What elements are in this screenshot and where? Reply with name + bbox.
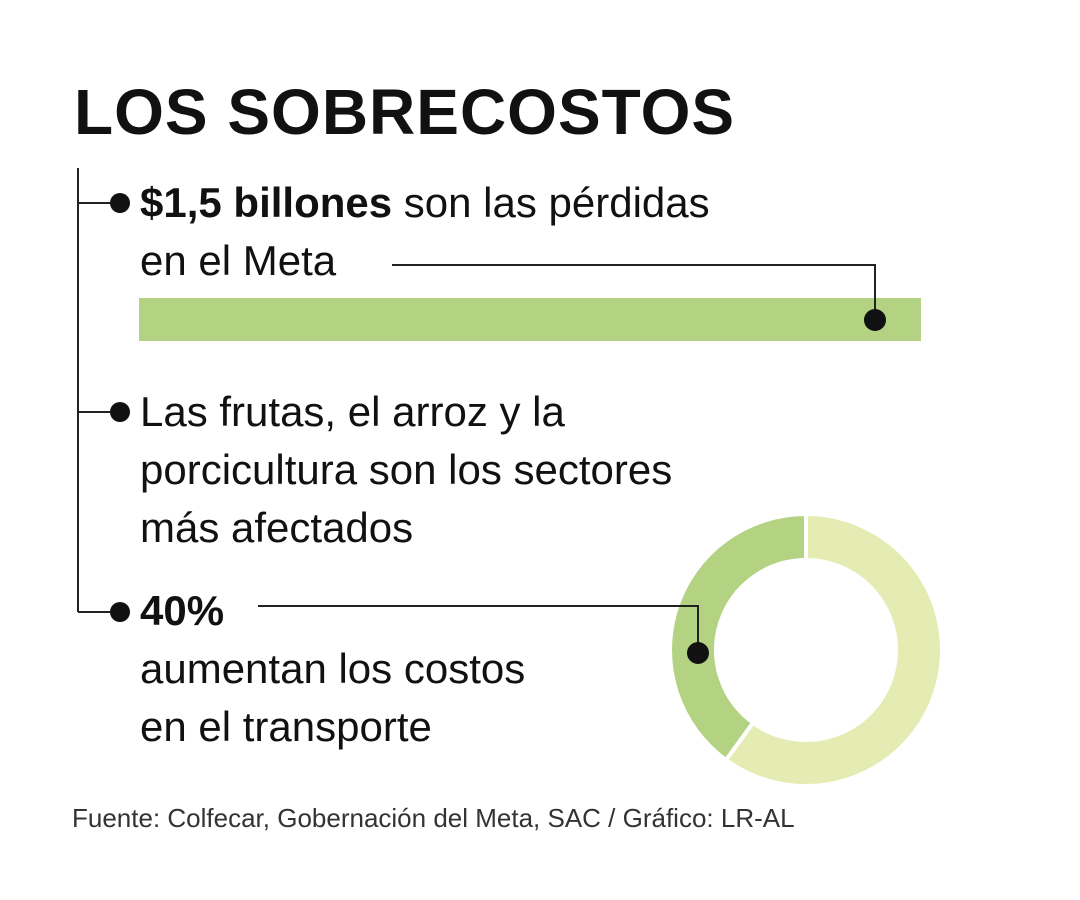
bar-callout-line bbox=[392, 264, 876, 320]
stat-item-losses: $1,5 billones son las pérdidas en el Met… bbox=[140, 174, 710, 290]
bullet-dot-1 bbox=[110, 193, 130, 213]
stat-item-transport: 40% aumentan los costos en el transporte bbox=[140, 582, 525, 756]
stat-text-losses: son las pérdidas bbox=[392, 179, 710, 226]
stat-highlight-transport: 40% bbox=[140, 582, 525, 640]
sectors-line-1: Las frutas, el arroz y la bbox=[140, 388, 565, 435]
sectors-line-2: porcicultura son los sectores bbox=[140, 446, 673, 493]
donut-callout-dot bbox=[687, 642, 709, 664]
stat-item-sectors: Las frutas, el arroz y la porcicultura s… bbox=[140, 383, 672, 557]
sectors-line-3: más afectados bbox=[140, 504, 414, 551]
donut-slice-transport bbox=[668, 511, 808, 763]
donut-chart bbox=[668, 511, 944, 788]
page-title: LOS SOBRECOSTOS bbox=[74, 76, 736, 148]
stat-line-1: $1,5 billones son las pérdidas bbox=[140, 174, 710, 232]
bullet-dot-2 bbox=[110, 402, 130, 422]
stat-line-2: en el Meta bbox=[140, 237, 337, 284]
transport-line-3: en el transporte bbox=[140, 703, 432, 750]
donut-callout-line bbox=[258, 605, 699, 653]
transport-line-2: aumentan los costos bbox=[140, 645, 526, 692]
stat-highlight-losses: $1,5 billones bbox=[140, 179, 393, 226]
bullet-dot-3 bbox=[110, 602, 130, 622]
source-note: Fuente: Colfecar, Gobernación del Meta, … bbox=[72, 803, 795, 833]
bar-callout-dot bbox=[864, 309, 886, 331]
transport-percent: 40% bbox=[140, 587, 225, 634]
donut-slice-rest bbox=[723, 511, 944, 788]
loss-bar bbox=[139, 298, 921, 341]
